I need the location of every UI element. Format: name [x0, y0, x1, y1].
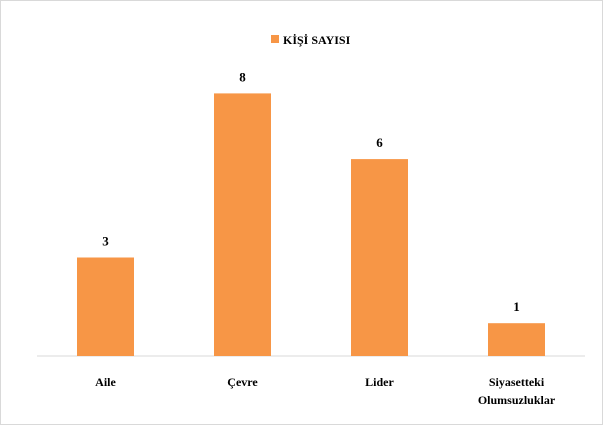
legend-label: KİŞİ SAYISI	[283, 33, 351, 47]
data-label-2: 8	[239, 69, 246, 84]
data-label-4: 1	[513, 299, 520, 314]
bars-group	[77, 93, 545, 357]
bar-4	[488, 323, 545, 356]
bar-3	[351, 159, 408, 356]
category-label-4-line-1: Siyasetteki	[489, 375, 545, 389]
category-label-2: Çevre	[227, 375, 258, 389]
legend: KİŞİ SAYISI	[271, 33, 351, 47]
data-labels-group: 3 8 6 1	[102, 69, 520, 314]
bar-2	[214, 93, 271, 357]
legend-swatch	[271, 35, 279, 43]
category-label-1: Aile	[95, 375, 116, 389]
category-labels-group: Aile Çevre Lider Siyasetteki Olumsuzluklar	[95, 375, 556, 407]
data-label-3: 6	[376, 135, 383, 150]
data-label-1: 3	[102, 234, 109, 249]
category-label-3: Lider	[365, 375, 394, 389]
bar-1	[77, 257, 134, 356]
category-label-4-line-2: Olumsuzluklar	[478, 393, 556, 407]
